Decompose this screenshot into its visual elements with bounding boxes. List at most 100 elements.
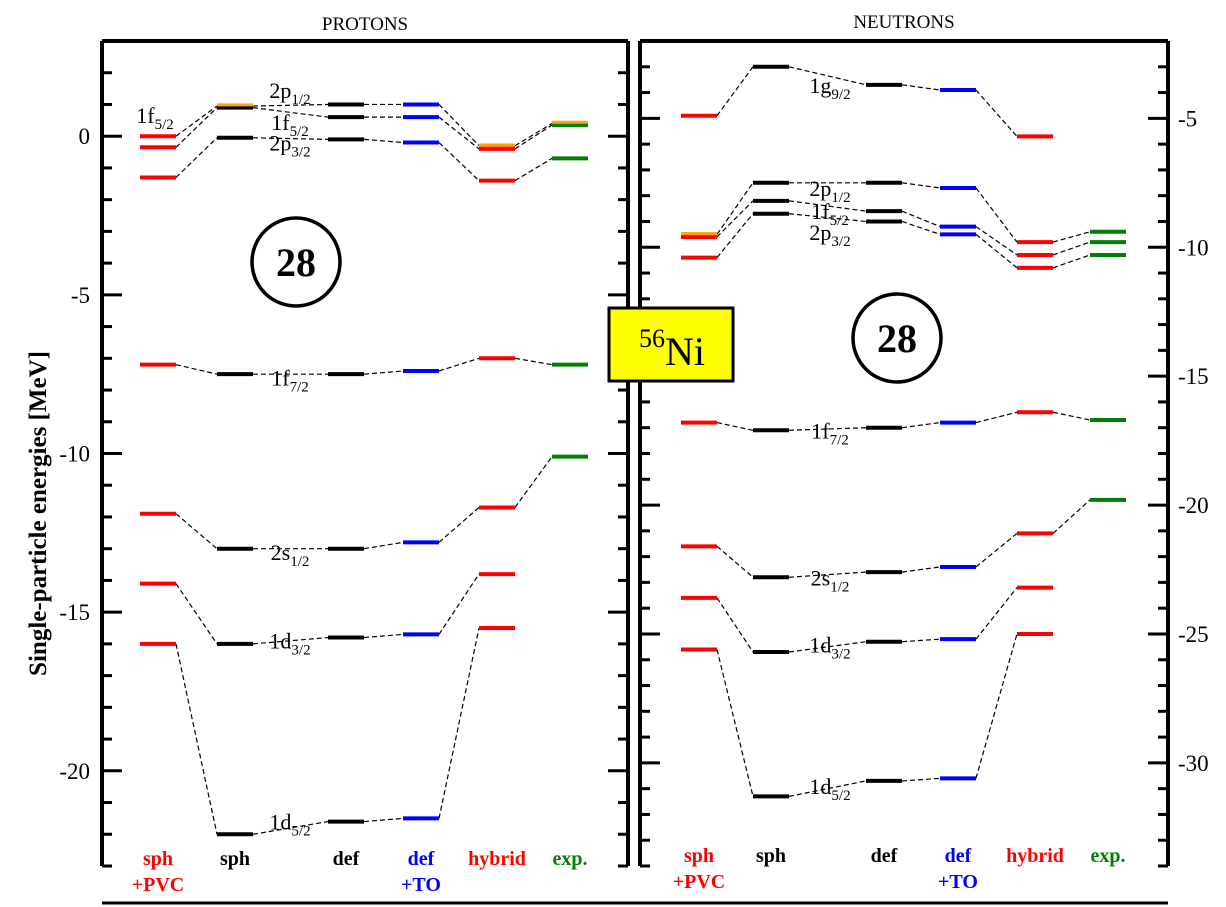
- y-tick-label: -5: [71, 283, 90, 308]
- level-connector: [514, 357, 553, 366]
- level-connector: [175, 513, 218, 550]
- level-connector: [438, 104, 480, 147]
- level-label-2p-3-2: 2p3/2: [269, 131, 310, 161]
- level-connector: [975, 587, 1018, 640]
- level-connector: [1052, 241, 1091, 256]
- protons-panel: PROTONS 0 -5 -10 -15 -20 Single-particle energ…: [25, 14, 630, 896]
- level-label-2p-1-2: 2p1/2: [809, 176, 850, 206]
- level-connector: [438, 573, 480, 635]
- level-connector: [363, 370, 404, 375]
- level-connector: [716, 66, 754, 117]
- level-label-1f-7-2: 1f7/2: [271, 365, 309, 395]
- y-tick-label: -5: [1178, 106, 1197, 131]
- y-tick-label: -10: [1178, 235, 1209, 260]
- level-connector: [716, 597, 754, 653]
- level-label-side-1f-5-2: 1f5/2: [136, 103, 174, 133]
- level-connector: [252, 107, 329, 118]
- column-label: sph: [756, 845, 786, 867]
- level-connector: [901, 220, 941, 235]
- level-connector: [716, 213, 754, 258]
- y-tick-label: -15: [1178, 364, 1209, 389]
- level-label-2p-3-2: 2p3/2: [809, 220, 850, 250]
- level-connector: [975, 411, 1018, 424]
- level-connector: [363, 541, 404, 550]
- panel-title: NEUTRONS: [853, 12, 954, 33]
- column-label: exp.: [1091, 845, 1126, 867]
- column-label: def: [408, 848, 435, 870]
- level-connector: [175, 107, 218, 148]
- y-axis-label: Single-particle energies [MeV]: [25, 351, 52, 676]
- level-connector: [1052, 231, 1091, 243]
- level-connector: [975, 633, 1018, 779]
- level-connector: [788, 66, 867, 86]
- level-connector: [175, 643, 218, 835]
- y-tick-label: 0: [79, 124, 91, 149]
- nucleus-symbol: 56Ni: [639, 324, 705, 374]
- level-connector: [175, 364, 218, 375]
- panel-title: PROTONS: [322, 14, 408, 35]
- magic-number-circle: [250, 216, 342, 308]
- column-label: exp.: [553, 848, 588, 870]
- y-tick-label: -15: [59, 600, 90, 625]
- neutrons-panel: NEUTRONS -5 -10 -15 -20 -25 -30 1d5/2 1d3/2 2s1/2…: [638, 12, 1209, 893]
- level-connector: [901, 566, 941, 573]
- level-connector: [175, 583, 218, 645]
- column-label: sph: [143, 848, 173, 870]
- level-connector: [788, 571, 867, 578]
- level-connector: [716, 200, 754, 238]
- level-connector: [438, 116, 480, 150]
- level-connector: [514, 157, 553, 182]
- level-connector: [788, 213, 867, 223]
- level-connector: [975, 187, 1018, 243]
- level-connector: [252, 820, 329, 835]
- column-label: +PVC: [132, 874, 185, 896]
- level-connector: [252, 636, 329, 645]
- level-label-1d-5-2: 1d5/2: [269, 810, 310, 840]
- level-connector: [716, 182, 754, 235]
- nucleus-label: 56Ni: [607, 306, 735, 383]
- column-label: +TO: [401, 874, 441, 896]
- column-label: +TO: [938, 871, 978, 893]
- level-connector: [175, 105, 218, 137]
- level-connector: [1052, 499, 1091, 534]
- level-connector: [252, 103, 329, 107]
- level-connector: [438, 627, 480, 819]
- level-connector: [1052, 411, 1091, 421]
- level-connector: [975, 233, 1018, 269]
- column-label: def: [333, 848, 360, 870]
- y-tick-label: -20: [1178, 493, 1209, 518]
- magic-number-circle: [851, 292, 943, 384]
- level-label-1d-3-2: 1d3/2: [269, 629, 310, 659]
- level-connector: [175, 137, 218, 178]
- level-label-1f-7-2: 1f7/2: [811, 418, 849, 448]
- column-label: sph: [684, 845, 714, 867]
- level-connector: [514, 124, 553, 150]
- level-connector: [901, 84, 941, 91]
- level-connector: [438, 357, 480, 372]
- level-label-1d-5-2: 1d5/2: [809, 774, 850, 804]
- y-tick-label: -30: [1178, 751, 1209, 776]
- level-connector: [788, 780, 867, 797]
- level-connector: [901, 421, 941, 429]
- level-connector: [438, 142, 480, 182]
- y-tick-label: -25: [1178, 622, 1209, 647]
- column-label: sph: [220, 848, 250, 870]
- level-label-1g-9-2: 1g9/2: [809, 73, 850, 103]
- level-connector: [901, 182, 941, 189]
- level-label-2s-1-2: 2s1/2: [811, 565, 850, 595]
- level-connector: [252, 137, 329, 140]
- y-tick-label: -10: [59, 442, 90, 467]
- level-label-2s-1-2: 2s1/2: [271, 540, 310, 570]
- level-connector: [438, 506, 480, 543]
- level-connector: [788, 641, 867, 653]
- y-tick-label: -20: [59, 759, 90, 784]
- column-label: def: [871, 845, 898, 867]
- level-connector: [901, 638, 941, 643]
- level-connector: [514, 456, 553, 508]
- level-connector: [788, 200, 867, 212]
- level-connector: [788, 427, 867, 431]
- level-connector: [716, 649, 754, 797]
- level-connector: [363, 138, 404, 144]
- level-connector: [1052, 254, 1091, 269]
